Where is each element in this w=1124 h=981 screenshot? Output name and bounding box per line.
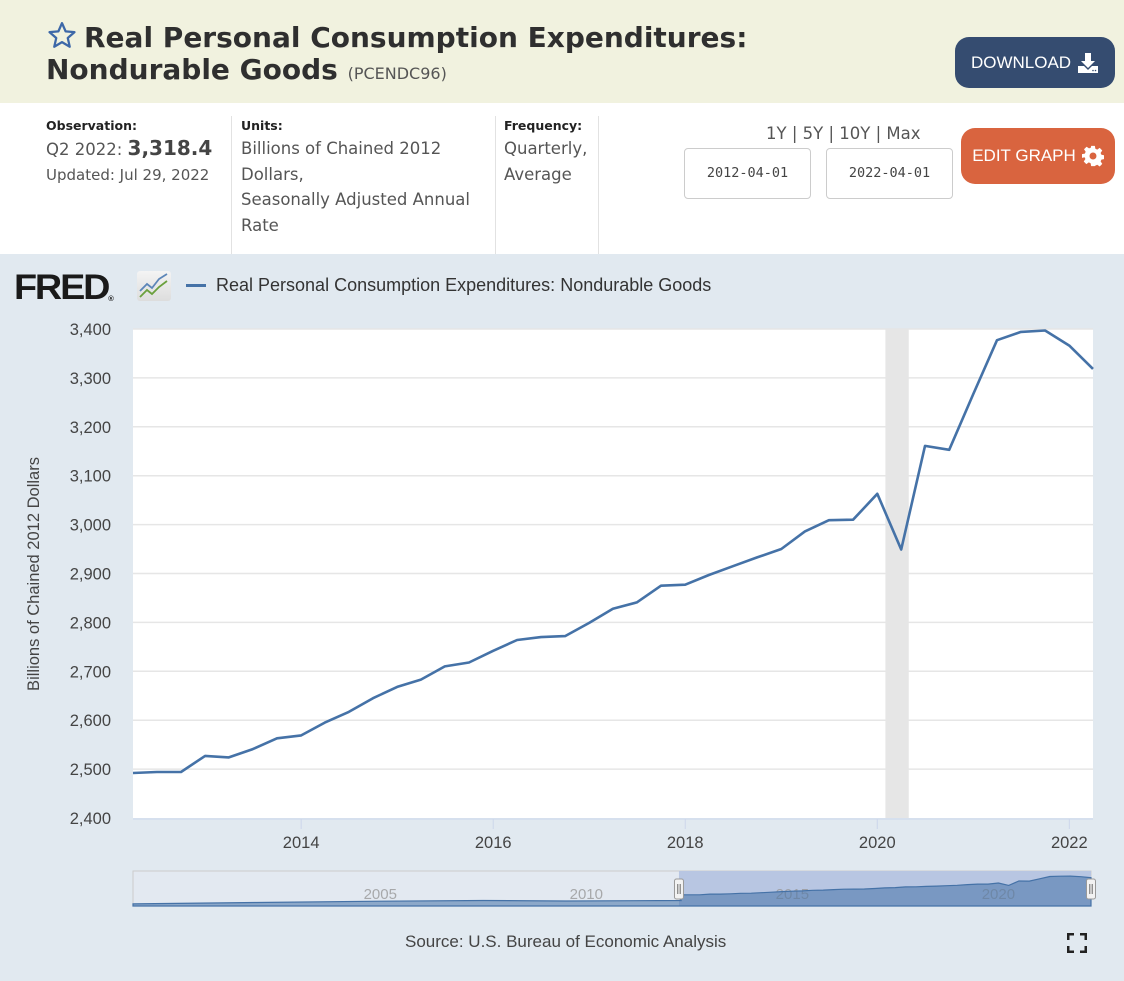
navigator-handle-right[interactable] — [1086, 878, 1096, 900]
range-max[interactable]: Max — [886, 124, 921, 143]
star-icon[interactable] — [46, 20, 78, 50]
units-line: Billions of Chained 2012 — [241, 139, 442, 158]
observation-period: Q2 2022: — [46, 140, 123, 159]
navigator-handle-left[interactable] — [673, 878, 684, 900]
gear-icon — [1081, 145, 1104, 167]
x-tick-label: 2018 — [667, 834, 704, 852]
end-date-input[interactable]: 2022-04-01 — [826, 148, 953, 199]
units-label: Units: — [241, 118, 283, 133]
x-tick-label: 2014 — [283, 834, 320, 852]
x-tick-label: 2020 — [859, 834, 896, 852]
navigator-area — [132, 875, 1092, 907]
navigator-label: 2005 — [364, 886, 397, 903]
y-tick-label: 2,500 — [70, 761, 111, 779]
line-chart[interactable]: 2,400 2,500 2,600 2,700 2,800 2,900 3,000 3,100… — [0, 254, 1124, 981]
frequency-line: Quarterly, — [504, 139, 588, 158]
frequency-line: Average — [504, 164, 572, 184]
fred-logo-text: FRED — [14, 268, 110, 307]
series-header: Real Personal Consumption Expenditures: … — [0, 0, 1124, 103]
y-tick-label: 2,400 — [70, 810, 111, 828]
y-tick-label: 3,400 — [70, 321, 111, 339]
observation-value: 3,318.4 — [127, 136, 213, 160]
y-tick-label: 2,800 — [70, 614, 111, 632]
range-selector: 1Y | 5Y | 10Y | Max — [766, 124, 921, 143]
download-button[interactable]: DOWNLOAD — [955, 37, 1115, 88]
range-10y[interactable]: 10Y — [839, 124, 871, 143]
download-label: DOWNLOAD — [970, 52, 1072, 72]
chart-legend[interactable]: Real Personal Consumption Expenditures: … — [186, 275, 711, 296]
x-tick-label: 2022 — [1051, 834, 1088, 852]
y-tick-label: 3,100 — [70, 468, 111, 486]
fred-logo: FRED® — [14, 268, 114, 307]
y-tick-label: 2,900 — [70, 566, 111, 584]
title-text: Real Personal Consumption Expenditures: … — [46, 21, 748, 86]
fullscreen-icon[interactable] — [1067, 933, 1087, 953]
range-5y[interactable]: 5Y — [802, 124, 824, 143]
edit-graph-button[interactable]: EDIT GRAPH — [961, 128, 1115, 184]
units-line: Rate — [241, 215, 279, 235]
observation-label: Observation: — [46, 118, 137, 133]
x-tick-label: 2016 — [475, 834, 512, 852]
series-line — [132, 329, 1094, 775]
y-tick-label: 3,000 — [70, 517, 111, 535]
range-1y[interactable]: 1Y — [766, 124, 787, 143]
series-id: (PCENDC96) — [347, 64, 447, 83]
navigator-label: 2010 — [570, 886, 603, 903]
units-line: Seasonally Adjusted Annual — [241, 190, 470, 209]
frequency-block: Frequency: Quarterly, Average — [495, 116, 599, 254]
y-tick-label: 3,200 — [70, 419, 111, 437]
units-block: Units: Billions of Chained 2012 Dollars,… — [231, 116, 496, 254]
start-date-input[interactable]: 2012-04-01 — [684, 148, 811, 199]
legend-label: Real Personal Consumption Expenditures: … — [216, 275, 712, 295]
y-tick-label: 2,600 — [70, 712, 111, 730]
edit-graph-label: EDIT GRAPH — [972, 146, 1076, 165]
series-title: Real Personal Consumption Expenditures: … — [46, 20, 926, 90]
legend-swatch — [186, 284, 206, 287]
fred-chart-icon — [137, 271, 171, 301]
observation-block: Observation: Q2 2022: 3,318.4 Updated: J… — [46, 116, 231, 254]
frequency-label: Frequency: — [504, 118, 583, 133]
handle-body — [673, 878, 684, 900]
observation-value-line: Q2 2022: 3,318.4 — [46, 136, 231, 163]
source-text: Source: U.S. Bureau of Economic Analysis — [405, 932, 727, 951]
download-icon — [1078, 52, 1099, 73]
updated-date: Updated: Jul 29, 2022 — [46, 165, 210, 184]
handle-body — [1086, 878, 1096, 900]
y-axis-label: Billions of Chained 2012 Dollars — [25, 457, 43, 691]
y-tick-label: 2,700 — [70, 663, 111, 681]
chart-panel: FRED® Real Personal Consumption Expendit… — [0, 254, 1124, 981]
units-line: Dollars, — [241, 164, 304, 184]
y-tick-label: 3,300 — [70, 370, 111, 388]
